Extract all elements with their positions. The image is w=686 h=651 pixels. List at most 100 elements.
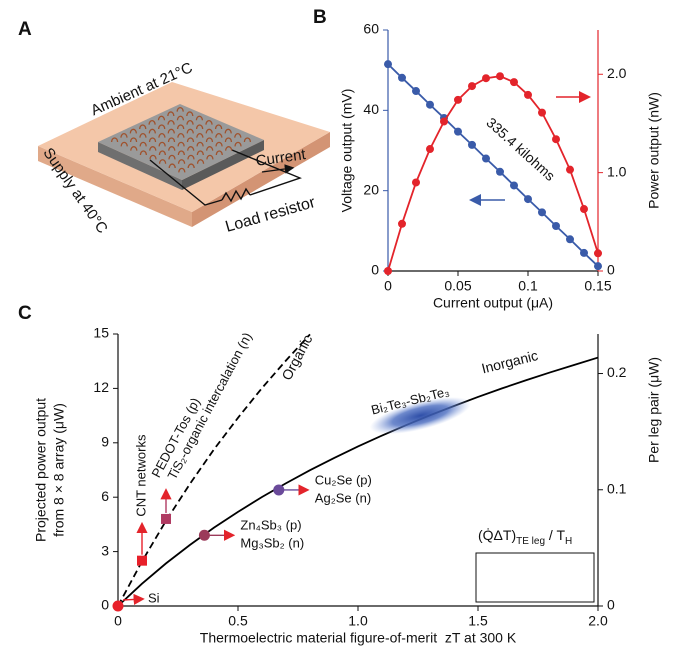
coil — [149, 154, 157, 160]
y-tick-label: 60 — [363, 21, 379, 37]
coil — [224, 128, 232, 134]
coil — [130, 146, 138, 151]
x-tick-label: 0 — [114, 613, 122, 629]
y2-tick-label: 2.0 — [607, 65, 627, 81]
data-point — [594, 249, 602, 258]
y2-axis-label: Per leg pair (μW) — [646, 357, 662, 463]
y-tick-label: 20 — [363, 181, 379, 197]
y2-tick-label: 0 — [607, 262, 615, 278]
coil — [187, 163, 195, 169]
y-tick-label: 9 — [101, 434, 109, 450]
data-point — [496, 167, 504, 176]
data-point — [412, 178, 420, 187]
legend-box — [475, 552, 595, 603]
series-line — [387, 75, 599, 272]
coil — [148, 137, 157, 143]
material-point — [273, 484, 285, 496]
y-tick-label: 0 — [101, 597, 109, 613]
data-point — [482, 74, 490, 83]
panel-label: B — [313, 7, 327, 28]
legend-title: (Q̇ΔT)TE leg / TH — [478, 527, 572, 547]
legend-title-part: / T — [545, 527, 565, 543]
coil — [177, 141, 185, 147]
y-tick-label: 3 — [101, 542, 109, 558]
coil — [176, 106, 184, 112]
coil — [149, 146, 157, 151]
data-point — [524, 195, 532, 204]
data-point — [440, 117, 448, 126]
data-point — [398, 219, 406, 228]
coil — [224, 137, 233, 143]
coil — [120, 141, 128, 147]
coil — [243, 137, 252, 143]
coil — [139, 124, 147, 130]
data-point — [412, 87, 420, 96]
data-point — [426, 100, 434, 109]
label-arrow — [122, 593, 145, 606]
x-tick-label: 1.0 — [348, 613, 368, 629]
coil — [176, 115, 185, 121]
y2-tick-label: 0.1 — [607, 480, 627, 496]
y-tick-label: 0 — [371, 262, 379, 278]
legend-title-part: H — [565, 536, 572, 547]
data-point — [398, 73, 406, 82]
coil — [187, 146, 195, 151]
material-point — [161, 513, 171, 524]
x-tick-label: 0.5 — [228, 613, 248, 629]
data-point — [510, 181, 518, 190]
plate-side — [98, 142, 182, 190]
slab-side — [192, 132, 330, 227]
material-label: Cu₂Se (p) — [315, 472, 372, 487]
coil — [177, 133, 185, 138]
x-tick-label: 0 — [384, 278, 392, 294]
material-label: Si — [148, 590, 160, 605]
material-label: Ag₂Se (n) — [315, 490, 371, 505]
data-point — [580, 205, 588, 214]
coil — [205, 128, 213, 134]
coil — [186, 120, 194, 125]
material-label: TiS₂-organic intercalation (n) — [164, 330, 254, 482]
panel-label: A — [18, 19, 32, 40]
coil — [234, 133, 242, 138]
panel-label: C — [18, 303, 32, 324]
material-region — [369, 397, 471, 435]
series-line — [117, 356, 599, 607]
coil — [206, 146, 214, 151]
device-illustration: A Ambient at 21°C Supply at 40°C Current… — [18, 19, 330, 237]
data-point — [510, 78, 518, 87]
coil — [168, 146, 176, 151]
y2-tick-label: 1.0 — [607, 163, 627, 179]
coil — [196, 150, 204, 156]
coil — [167, 111, 175, 117]
coil — [168, 154, 176, 160]
coil — [139, 141, 147, 147]
coil — [234, 141, 242, 147]
coil — [139, 133, 147, 138]
coil — [196, 159, 205, 164]
y-tick-label: 40 — [363, 101, 379, 117]
y2-tick-label: 0 — [607, 597, 615, 613]
coil — [168, 163, 176, 169]
coil — [157, 115, 166, 121]
coil — [158, 133, 166, 138]
coil — [215, 133, 223, 138]
material-point — [112, 600, 124, 612]
data-point — [468, 82, 476, 91]
coil — [187, 154, 195, 160]
coil — [177, 150, 185, 156]
series-line — [117, 333, 311, 607]
coil — [205, 120, 213, 125]
coil — [225, 146, 233, 151]
coil — [205, 137, 214, 143]
data-point — [580, 248, 588, 257]
material-point — [137, 555, 147, 566]
curve-label: Inorganic — [480, 347, 540, 376]
coil — [215, 141, 223, 147]
coil — [129, 137, 138, 143]
current-label: Current — [255, 146, 308, 170]
series-line — [387, 63, 599, 267]
coil — [177, 159, 186, 164]
x-axis-label: Current output (μA) — [433, 295, 553, 311]
material-label: Zn₄Sb₃ (p) — [240, 518, 301, 533]
